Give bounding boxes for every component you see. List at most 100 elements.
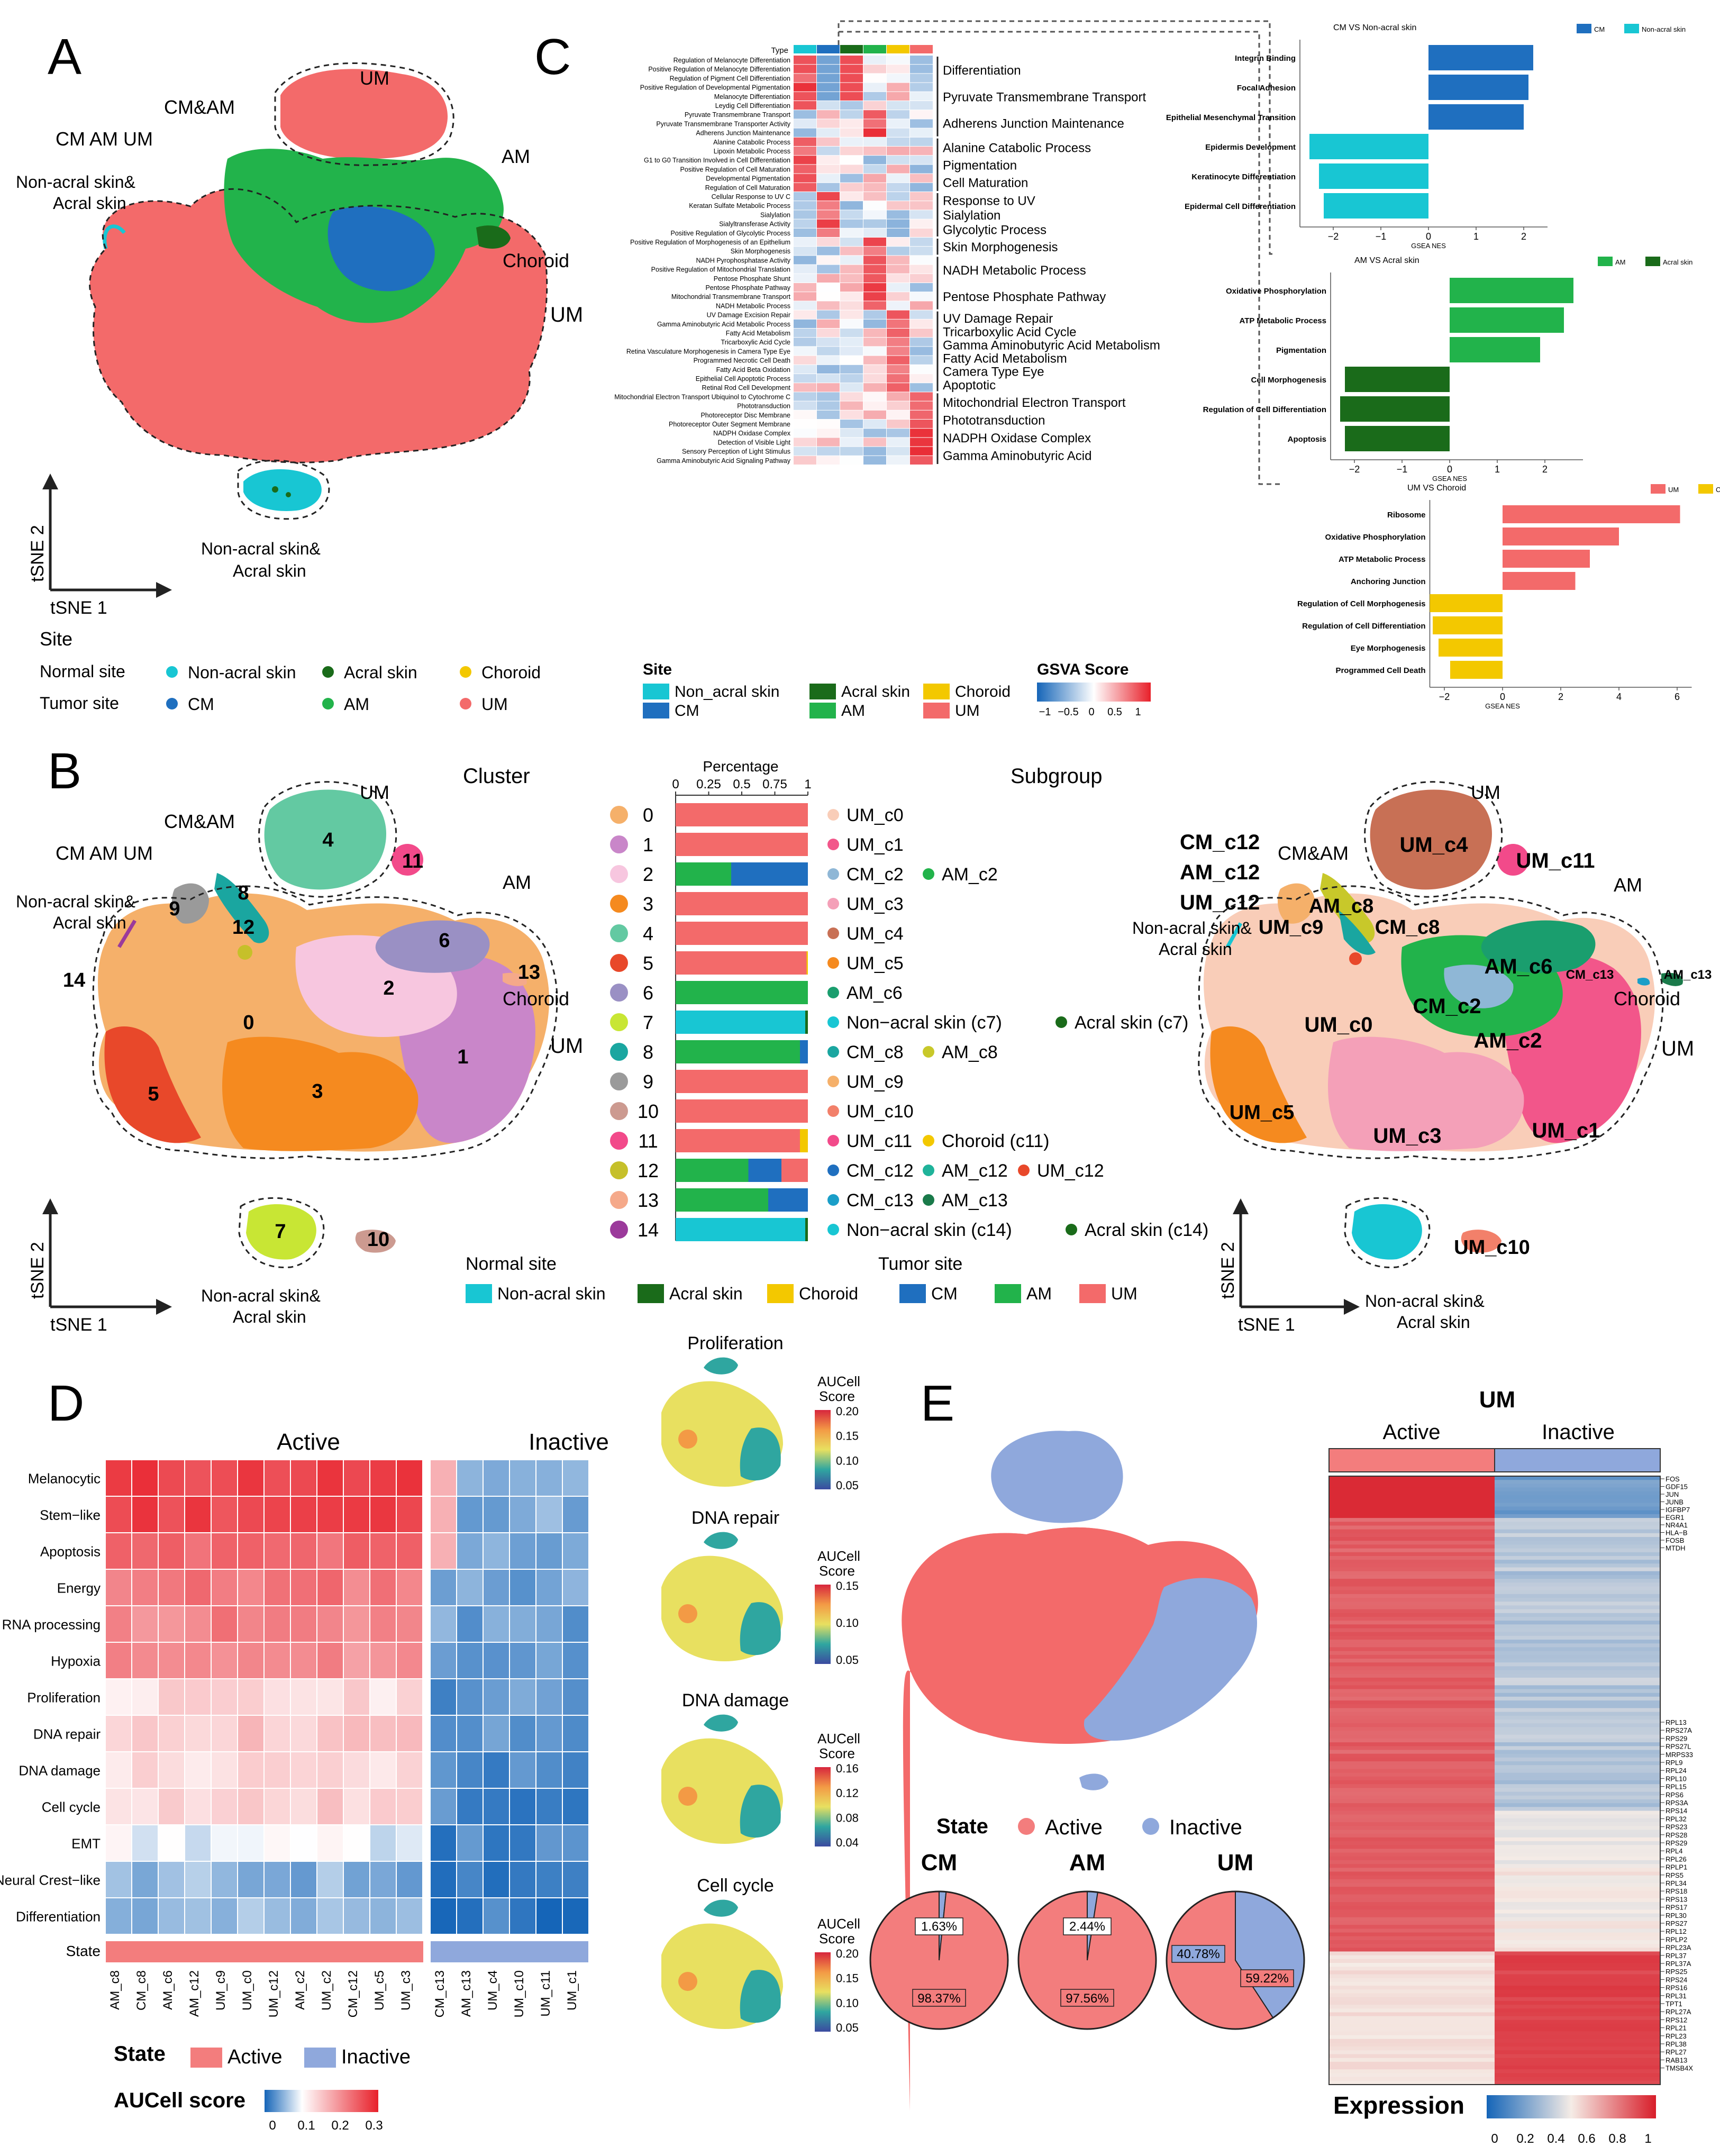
subgroup-dot bbox=[827, 957, 839, 969]
cluster-dot-0 bbox=[610, 806, 628, 824]
gsva-cell bbox=[817, 301, 840, 310]
expr-row-inactive bbox=[1495, 1974, 1660, 1979]
gsva-cell bbox=[817, 201, 840, 210]
expr-row-active bbox=[1329, 1818, 1495, 1823]
submap-label: AM_c13 bbox=[1664, 968, 1712, 982]
gsea-term: Epidermal Cell Differentiation bbox=[1185, 202, 1296, 211]
gsva-cell bbox=[794, 292, 816, 301]
auc-cell bbox=[344, 1752, 369, 1788]
auc-cell bbox=[370, 1679, 396, 1715]
expr-row-inactive bbox=[1495, 1772, 1660, 1777]
pct-bar-5 bbox=[806, 951, 808, 975]
expr-row-active bbox=[1329, 2000, 1495, 2005]
auc-row-label: Cell cycle bbox=[42, 1799, 101, 1815]
auc-cell bbox=[132, 1643, 158, 1678]
auc-col-label: UM_c1 bbox=[565, 1970, 579, 2011]
gene-label: RPS27L bbox=[1666, 1743, 1691, 1751]
auc-cell bbox=[370, 1497, 396, 1532]
subgroup-dot bbox=[1018, 1165, 1030, 1176]
gsva-cell bbox=[817, 210, 840, 219]
expr-row-active bbox=[1329, 1681, 1495, 1686]
gsva-cell bbox=[863, 265, 886, 274]
gsva-cell bbox=[840, 147, 863, 156]
gsva-term: Positive Regulation of Melanocyte Differ… bbox=[648, 66, 790, 73]
auc-cell bbox=[106, 1898, 131, 1934]
gene-label: RPLP1 bbox=[1666, 1863, 1687, 1871]
aucell-tick: 0.2 bbox=[331, 2118, 349, 2133]
expr-row-active bbox=[1329, 1974, 1495, 1979]
auc-cell bbox=[185, 1460, 211, 1496]
auc-cell bbox=[344, 1570, 369, 1605]
gsva-term: Regulation of Melanocyte Differentiation bbox=[674, 57, 790, 64]
gsea-term: ATP Metabolic Process bbox=[1239, 316, 1326, 325]
gsva-cell bbox=[794, 347, 816, 356]
expr-row-active bbox=[1329, 1685, 1495, 1689]
gsva-cell bbox=[817, 56, 840, 65]
gsva-cell bbox=[910, 219, 933, 228]
auc-cell bbox=[291, 1606, 316, 1642]
expr-row-active bbox=[1329, 1624, 1495, 1629]
feature-map-tick: 0.20 bbox=[836, 1947, 859, 1960]
expr-tick: 1 bbox=[1644, 2132, 1651, 2146]
gsea-bar bbox=[1450, 307, 1564, 333]
auc-cell bbox=[291, 1497, 316, 1532]
gsva-cell bbox=[794, 338, 816, 347]
expr-row-active bbox=[1329, 1598, 1495, 1602]
percentage-stacked-bars bbox=[676, 803, 808, 1241]
gsva-cell bbox=[840, 429, 863, 438]
gsva-cell bbox=[887, 265, 909, 274]
group-label: Camera Type Eye bbox=[943, 365, 1044, 379]
map-cluster-3: 3 bbox=[312, 1080, 323, 1103]
auc-cell bbox=[132, 1716, 158, 1751]
gsva-cell bbox=[887, 101, 909, 110]
cluster-num-1: 1 bbox=[643, 834, 653, 856]
state-tsne-map bbox=[902, 1431, 1258, 2111]
site-c-swatch-0 bbox=[643, 684, 669, 699]
gsea-bar bbox=[1319, 163, 1428, 189]
expr-row-active bbox=[1329, 2039, 1495, 2043]
expr-row-inactive bbox=[1495, 1898, 1660, 1903]
gsva-cell bbox=[887, 347, 909, 356]
gene-label: RPL23 bbox=[1666, 2032, 1687, 2040]
auc-cell bbox=[317, 1497, 343, 1532]
gsea-bar bbox=[1340, 396, 1450, 422]
gsva-term: Pyruvate Transmembrane Transport bbox=[685, 111, 791, 119]
auc-cell bbox=[159, 1716, 184, 1751]
gene-label: RPL27A bbox=[1666, 2008, 1691, 2016]
gsva-term-labels: Regulation of Melanocyte Differentiation… bbox=[614, 57, 791, 465]
gsva-term: Sialylation bbox=[760, 211, 790, 219]
gsva-cell bbox=[863, 347, 886, 356]
gsva-cell bbox=[817, 228, 840, 237]
expr-row-active bbox=[1329, 1830, 1495, 1834]
pct-bar-13 bbox=[676, 1188, 768, 1212]
auc-cell bbox=[185, 1497, 211, 1532]
cluster-num-14: 14 bbox=[638, 1219, 659, 1241]
expr-row-inactive bbox=[1495, 1818, 1660, 1823]
expr-row-active bbox=[1329, 1563, 1495, 1568]
cluster-title: Cluster bbox=[463, 765, 530, 788]
auc-cell bbox=[563, 1497, 588, 1532]
site-c-label-3: CM bbox=[675, 702, 699, 720]
gsva-cell bbox=[863, 137, 886, 146]
auc-cell bbox=[457, 1679, 483, 1715]
expr-row-active bbox=[1329, 2054, 1495, 2059]
expr-frame bbox=[1328, 1476, 1661, 2085]
expr-row-active bbox=[1329, 1841, 1495, 1845]
auc-cell bbox=[238, 1643, 263, 1678]
pct-bar-1 bbox=[676, 833, 808, 856]
auc-cell bbox=[344, 1497, 369, 1532]
pie-label-active: 98.37% bbox=[917, 1991, 960, 2006]
gsva-cell bbox=[910, 329, 933, 338]
gsva-cell bbox=[794, 128, 816, 137]
gsva-term: Regulation of Cell Maturation bbox=[705, 184, 790, 192]
feature-map-colorbar bbox=[815, 1952, 831, 2032]
gsva-term: Retinal Rod Cell Development bbox=[702, 384, 791, 392]
auc-cell bbox=[238, 1679, 263, 1715]
auc-cell bbox=[563, 1570, 588, 1605]
panel-letter-d: D bbox=[48, 1375, 84, 1432]
auc-cell bbox=[106, 1716, 131, 1751]
gsva-cell bbox=[887, 292, 909, 301]
auc-cell bbox=[159, 1898, 184, 1934]
label-cm-am-um: CM AM UM bbox=[56, 128, 153, 150]
